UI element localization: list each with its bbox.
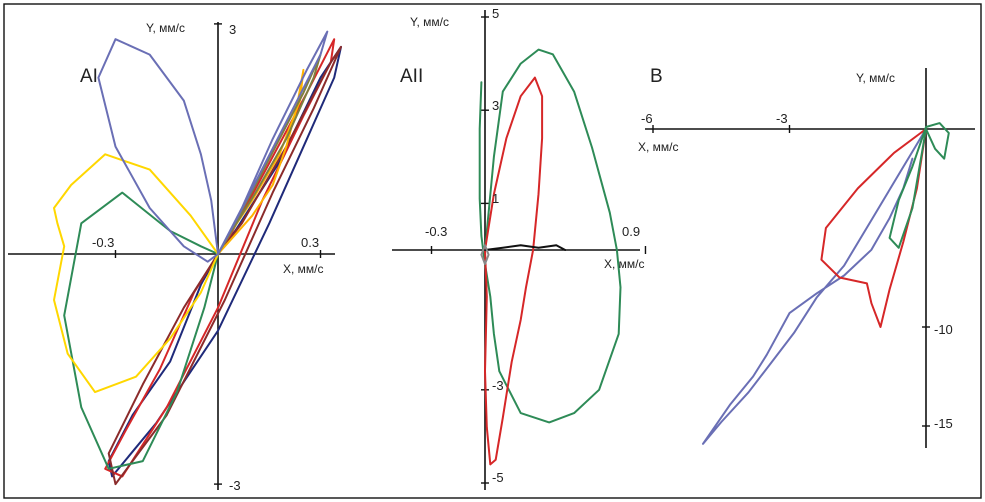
- series-line-ai-2: [104, 38, 336, 478]
- figure-frame: [3, 3, 982, 499]
- panel-b-label: B: [650, 66, 663, 87]
- panel-aii-y-tick-label: 5: [492, 6, 499, 21]
- series-line-b-2: [820, 128, 927, 328]
- series-line-ai-9: [217, 30, 329, 255]
- series-line-ai-6: [97, 38, 219, 263]
- series-line-ai-5: [53, 153, 219, 394]
- panel-aii-y-axis-label: Y, мм/с: [410, 15, 449, 29]
- panel-aii-y-tick-label: 1: [492, 191, 499, 206]
- series-line-b-3: [888, 122, 950, 249]
- series-line-b-1: [702, 128, 927, 445]
- panel-ai-label: AI: [80, 66, 98, 87]
- series-line-ai-3: [107, 45, 342, 486]
- panel-aii-x-axis-label: X, мм/с: [604, 257, 645, 271]
- panel-ai-y-tick-label: -3: [229, 478, 241, 493]
- panel-ai-y-tick-label: 3: [229, 22, 236, 37]
- panel-b-x-tick-label: -3: [776, 111, 788, 126]
- series-line-aii-4: [480, 244, 490, 265]
- panel-b-y-tick-label: -15: [934, 416, 953, 431]
- panel-ai-x-tick-label: -0.3: [92, 235, 114, 250]
- panel-aii-tick-marks: [430, 16, 647, 484]
- panel-aii-y-tick-label: -5: [492, 470, 504, 485]
- panel-b-tick-marks: [652, 125, 930, 427]
- series-line-aii-3: [484, 244, 567, 251]
- panel-ai-x-axis-label: X, мм/с: [283, 262, 324, 276]
- panel-aii: AII Y, мм/с X, мм/с -0.3 0.9 5 3 1 -3 -5: [392, 6, 647, 490]
- panel-b-x-tick-label: -6: [641, 111, 653, 126]
- panel-ai-x-tick-label: 0.3: [301, 235, 319, 250]
- panel-b: B Y, мм/с X, мм/с -6 -3 -10 -15: [638, 66, 975, 448]
- panel-aii-x-tick-label: 0.9: [622, 224, 640, 239]
- panel-b-y-tick-label: -10: [934, 322, 953, 337]
- panel-b-curves: [702, 122, 950, 445]
- panel-ai: AI Y, мм/с X, мм/с -0.3 0.3 3 -3: [8, 21, 342, 493]
- panel-ai-y-axis-label: Y, мм/с: [146, 21, 185, 35]
- panel-b-x-axis-label: X, мм/с: [638, 140, 679, 154]
- panel-ai-tick-marks: [114, 23, 322, 485]
- panel-ai-curves: [53, 30, 342, 486]
- panel-b-y-axis-label: Y, мм/с: [856, 71, 895, 85]
- panel-aii-x-tick-label: -0.3: [425, 224, 447, 239]
- panel-aii-label: AII: [400, 66, 423, 87]
- panel-aii-y-tick-label: -3: [492, 378, 504, 393]
- panel-aii-y-tick-label: 3: [492, 98, 499, 113]
- panel-aii-curves: [478, 48, 622, 466]
- series-line-aii-2: [484, 76, 544, 466]
